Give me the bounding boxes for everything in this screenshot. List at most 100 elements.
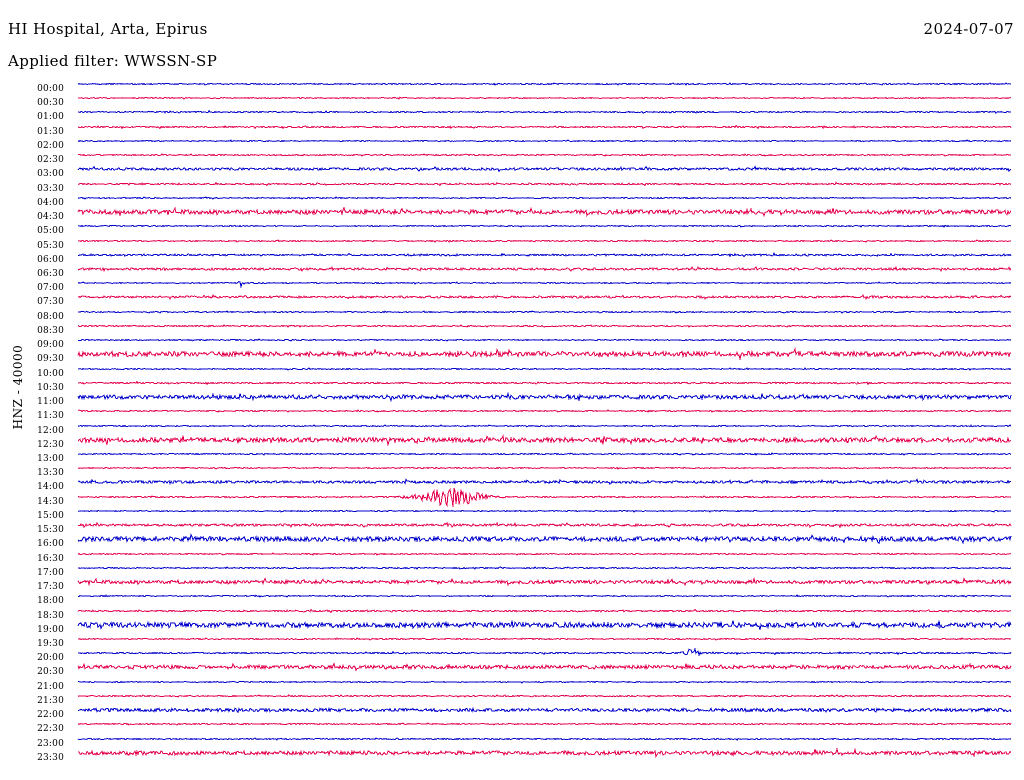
trace-row-time-label: 15:30 bbox=[37, 525, 64, 536]
seismic-trace bbox=[77, 680, 1012, 684]
seismic-trace bbox=[77, 693, 1012, 698]
trace-rows-container: 00:00 00:30 01:00 01:30 02:00 02:30 03:00 03:30… bbox=[0, 78, 1024, 774]
trace-row: 19:30 bbox=[0, 637, 1024, 652]
seismic-trace bbox=[77, 181, 1012, 186]
seismic-trace bbox=[77, 434, 1012, 447]
trace-row: 23:30 bbox=[0, 746, 1024, 766]
seismic-trace bbox=[77, 533, 1012, 545]
seismic-trace bbox=[77, 338, 1012, 342]
seismic-trace bbox=[77, 423, 1012, 427]
trace-row-time-label: 07:00 bbox=[37, 283, 64, 294]
trace-row-time-label: 17:00 bbox=[37, 567, 64, 578]
trace-row-time-label: 16:30 bbox=[37, 553, 64, 564]
trace-row: 04:00 bbox=[0, 196, 1024, 211]
seismic-trace bbox=[77, 110, 1012, 115]
seismic-trace bbox=[77, 153, 1012, 158]
trace-row-time-label: 07:30 bbox=[37, 297, 64, 308]
trace-row: 15:00 bbox=[0, 509, 1024, 524]
trace-row: 22:30 bbox=[0, 722, 1024, 737]
plot-header: HI Hospital, Arta, Epirus 2024-07-07 App… bbox=[0, 0, 1024, 78]
station-title: HI Hospital, Arta, Epirus bbox=[8, 20, 208, 38]
seismic-trace bbox=[77, 619, 1012, 630]
seismic-trace bbox=[77, 647, 1012, 657]
trace-row: 13:30 bbox=[0, 466, 1024, 481]
trace-row: 11:30 bbox=[0, 409, 1024, 424]
trace-row-time-label: 19:00 bbox=[37, 624, 64, 635]
seismic-trace bbox=[77, 265, 1012, 272]
seismic-trace bbox=[77, 165, 1012, 173]
trace-row-time-label: 22:30 bbox=[37, 724, 64, 735]
trace-row-time-label: 06:30 bbox=[37, 268, 64, 279]
trace-row: 08:30 bbox=[0, 323, 1024, 339]
trace-row-time-label: 09:30 bbox=[37, 354, 64, 365]
trace-row: 19:00 bbox=[0, 619, 1024, 638]
trace-row-time-label: 11:30 bbox=[37, 411, 64, 422]
trace-row-time-label: 01:00 bbox=[37, 112, 64, 123]
trace-row: 20:30 bbox=[0, 662, 1024, 680]
trace-row-time-label: 12:30 bbox=[37, 439, 64, 450]
trace-row-time-label: 04:30 bbox=[37, 212, 64, 223]
trace-row-time-label: 14:30 bbox=[37, 496, 64, 507]
trace-row-time-label: 12:00 bbox=[37, 425, 64, 436]
trace-row: 15:30 bbox=[0, 521, 1024, 538]
record-date: 2024-07-07 bbox=[923, 20, 1014, 38]
trace-row: 14:30 bbox=[0, 487, 1024, 510]
trace-row: 18:00 bbox=[0, 594, 1024, 609]
trace-row-time-label: 06:00 bbox=[37, 254, 64, 265]
trace-row-time-label: 21:30 bbox=[37, 695, 64, 706]
seismic-trace bbox=[77, 637, 1012, 641]
trace-row-time-label: 10:00 bbox=[37, 368, 64, 379]
seismic-trace bbox=[77, 281, 1012, 289]
seismic-trace bbox=[77, 509, 1012, 513]
trace-row-time-label: 18:30 bbox=[37, 610, 64, 621]
trace-row: 05:30 bbox=[0, 238, 1024, 254]
trace-row: 10:30 bbox=[0, 380, 1024, 396]
seismic-trace bbox=[77, 391, 1012, 403]
trace-row-time-label: 03:30 bbox=[37, 183, 64, 194]
seismic-trace bbox=[77, 251, 1012, 258]
trace-row-time-label: 02:00 bbox=[37, 140, 64, 151]
trace-row-time-label: 00:30 bbox=[37, 98, 64, 109]
seismic-trace bbox=[77, 294, 1012, 301]
trace-row-time-label: 23:00 bbox=[37, 738, 64, 749]
seismic-trace bbox=[77, 736, 1012, 741]
trace-row-time-label: 04:00 bbox=[37, 197, 64, 208]
trace-row-time-label: 00:00 bbox=[37, 84, 64, 94]
seismic-trace bbox=[77, 576, 1012, 587]
seismic-trace bbox=[77, 452, 1012, 457]
trace-row: 12:00 bbox=[0, 423, 1024, 439]
trace-row-time-label: 21:00 bbox=[37, 681, 64, 692]
trace-row-time-label: 08:30 bbox=[37, 325, 64, 336]
trace-row-time-label: 23:30 bbox=[37, 752, 64, 763]
trace-row: 20:00 bbox=[0, 647, 1024, 666]
trace-row: 22:00 bbox=[0, 707, 1024, 723]
seismic-trace bbox=[77, 139, 1012, 143]
seismic-trace bbox=[77, 366, 1012, 371]
trace-row-time-label: 05:00 bbox=[37, 226, 64, 237]
trace-row-time-label: 19:30 bbox=[37, 638, 64, 649]
trace-row-time-label: 22:00 bbox=[37, 710, 64, 721]
trace-row: 06:00 bbox=[0, 251, 1024, 268]
trace-row-time-label: 10:30 bbox=[37, 382, 64, 393]
seismic-trace bbox=[77, 309, 1012, 314]
trace-row: 07:00 bbox=[0, 281, 1024, 296]
seismic-trace bbox=[77, 466, 1012, 470]
trace-row: 12:30 bbox=[0, 434, 1024, 453]
trace-row: 00:30 bbox=[0, 96, 1024, 111]
trace-row: 10:00 bbox=[0, 366, 1024, 382]
seismic-trace bbox=[77, 96, 1012, 100]
trace-row: 13:00 bbox=[0, 452, 1024, 467]
trace-row: 23:00 bbox=[0, 736, 1024, 752]
trace-row: 07:30 bbox=[0, 294, 1024, 310]
trace-row-time-label: 02:30 bbox=[37, 155, 64, 166]
trace-row-time-label: 17:30 bbox=[37, 582, 64, 593]
seismic-trace bbox=[77, 565, 1012, 570]
trace-row: 03:00 bbox=[0, 165, 1024, 182]
trace-row: 17:00 bbox=[0, 565, 1024, 581]
trace-row: 00:00 bbox=[0, 82, 1024, 97]
seismic-trace bbox=[77, 196, 1012, 200]
seismic-trace bbox=[77, 746, 1012, 758]
trace-row: 03:30 bbox=[0, 181, 1024, 197]
trace-row: 16:00 bbox=[0, 533, 1024, 552]
